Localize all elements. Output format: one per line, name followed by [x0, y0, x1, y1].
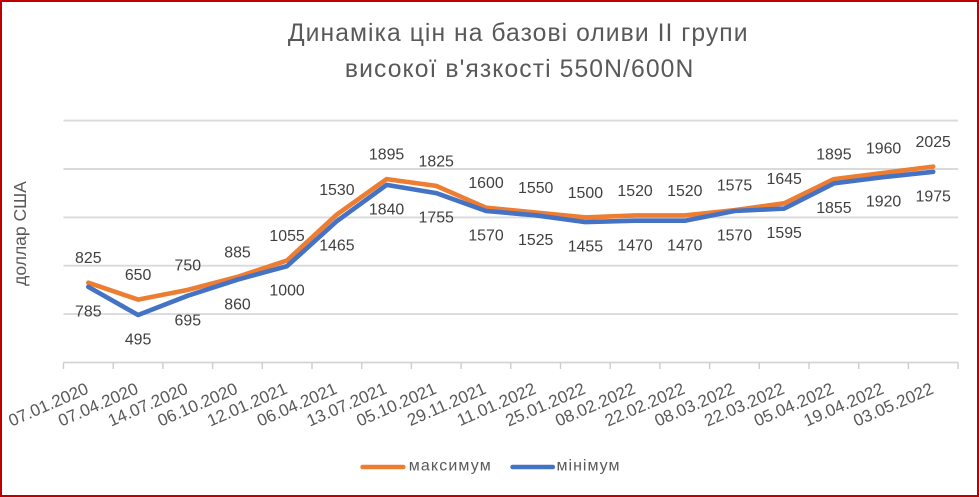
svg-text:1520: 1520 — [667, 183, 703, 200]
svg-text:750: 750 — [175, 257, 202, 274]
svg-text:650: 650 — [125, 267, 152, 284]
svg-text:1055: 1055 — [269, 228, 305, 245]
svg-text:1855: 1855 — [816, 200, 852, 217]
svg-text:1470: 1470 — [667, 237, 703, 254]
svg-text:785: 785 — [75, 304, 102, 321]
svg-text:1600: 1600 — [468, 175, 504, 192]
svg-text:1000: 1000 — [269, 283, 305, 300]
svg-text:1895: 1895 — [369, 147, 405, 164]
svg-text:1550: 1550 — [518, 180, 554, 197]
svg-text:825: 825 — [75, 250, 102, 267]
svg-text:доллар США: доллар США — [10, 181, 30, 286]
svg-text:885: 885 — [224, 244, 251, 261]
svg-text:860: 860 — [224, 296, 251, 313]
svg-text:1520: 1520 — [617, 183, 653, 200]
svg-text:1960: 1960 — [866, 140, 902, 157]
svg-text:1840: 1840 — [369, 202, 405, 219]
svg-text:1755: 1755 — [419, 210, 455, 227]
svg-text:495: 495 — [125, 332, 152, 349]
svg-text:1470: 1470 — [617, 237, 653, 254]
svg-text:1595: 1595 — [767, 225, 803, 242]
svg-text:1975: 1975 — [916, 188, 952, 205]
svg-text:високої в'язкості 550N/600N: високої в'язкості 550N/600N — [345, 56, 693, 83]
svg-text:1825: 1825 — [419, 153, 455, 170]
svg-text:мінімум: мінімум — [557, 457, 620, 474]
svg-text:1895: 1895 — [816, 147, 852, 164]
svg-text:1570: 1570 — [717, 228, 753, 245]
svg-text:2025: 2025 — [916, 134, 952, 151]
svg-text:максимум: максимум — [409, 457, 491, 474]
svg-text:1465: 1465 — [319, 238, 355, 255]
svg-text:1645: 1645 — [767, 171, 803, 188]
svg-text:1525: 1525 — [518, 232, 554, 249]
svg-text:695: 695 — [175, 312, 202, 329]
svg-text:1570: 1570 — [468, 228, 504, 245]
svg-text:1530: 1530 — [319, 182, 355, 199]
svg-text:Динаміка цін на базові оливи І: Динаміка цін на базові оливи ІІ групи — [288, 20, 748, 47]
svg-text:1920: 1920 — [866, 194, 902, 211]
svg-text:1575: 1575 — [717, 178, 753, 195]
svg-text:1455: 1455 — [568, 239, 604, 256]
svg-text:1500: 1500 — [568, 185, 604, 202]
